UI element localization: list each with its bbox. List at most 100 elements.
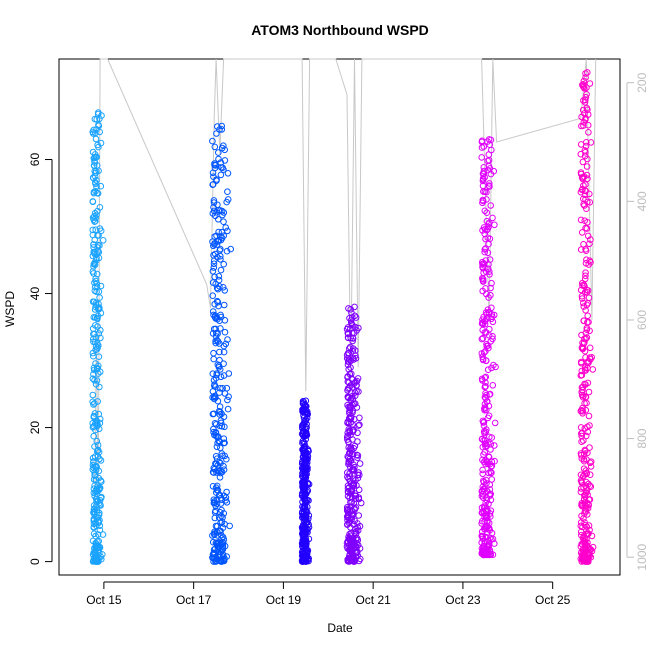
series-6-points [577,69,597,565]
data-point [216,491,224,499]
data-point [485,136,493,143]
data-point [346,473,354,480]
data-point [581,147,589,154]
data-point [209,267,217,275]
data-point [346,445,354,453]
data-point [486,510,494,517]
data-point [90,458,97,465]
data-point [356,414,363,422]
data-point [580,317,588,325]
data-point [215,149,222,156]
data-point [584,423,591,431]
data-point [94,446,102,454]
data-point [347,499,354,506]
data-point [586,526,593,534]
data-point [89,128,96,136]
data-point [586,471,594,479]
data-point [484,523,491,531]
data-point [217,419,225,427]
x-tick-label: Oct 15 [86,593,122,607]
scatter-points [89,69,597,565]
data-point [97,326,104,334]
data-point [301,440,308,448]
data-point [90,401,97,408]
data-point [215,216,222,223]
data-point [348,393,356,400]
y-tick-label: 60 [28,153,42,167]
data-point [219,385,226,392]
data-point [490,361,497,369]
data-point [220,218,227,225]
data-point [584,358,591,366]
data-point [577,549,585,557]
data-point [487,550,494,558]
data-point [224,405,232,413]
data-point [223,247,231,255]
data-point [96,225,104,232]
data-point [344,401,351,409]
data-point [350,467,358,474]
x-axis: Oct 15 Oct 17 Oct 19 Oct 21 Oct 23 Oct 25 [86,581,571,607]
data-point [345,460,352,468]
data-point [343,507,351,514]
data-point [218,547,225,554]
data-point [479,258,486,266]
data-point [95,300,102,308]
data-point [217,469,224,477]
data-point [486,271,493,278]
data-point [92,214,99,222]
data-point [343,325,351,333]
data-point [92,180,99,187]
data-point [352,495,360,502]
data-point [298,540,306,547]
data-point [209,370,217,378]
data-point [479,483,487,491]
data-point [89,268,97,275]
data-point [485,220,492,228]
x-tick-label: Oct 17 [176,593,212,607]
data-point [94,398,101,405]
data-point [224,188,231,195]
data-point [582,195,589,203]
data-point [210,260,218,268]
data-point [217,266,225,274]
data-point [481,436,489,444]
data-point [98,493,105,501]
data-point [90,515,98,523]
data-point [482,390,489,397]
data-point [210,428,217,436]
data-point [94,189,101,197]
data-point [344,473,351,481]
data-point [218,126,226,133]
data-point [95,467,103,475]
data-point [345,365,353,373]
data-point [582,187,590,195]
data-point [349,354,357,362]
data-point [210,199,218,206]
data-point [578,292,586,300]
data-point [91,236,98,244]
data-point [219,546,227,553]
data-point [579,523,586,531]
data-point [488,462,496,470]
data-point [92,187,99,195]
data-point [220,260,227,268]
y-tick-label: 40 [28,287,42,301]
data-point [351,505,358,512]
data-point [579,185,586,193]
y-tick-label: 0 [28,558,42,565]
data-point [94,531,102,538]
data-point [479,275,487,283]
data-point [583,334,591,341]
data-point [90,423,97,430]
data-point [225,393,232,401]
data-point [580,97,587,104]
data-point [346,314,353,322]
data-point [480,260,488,267]
data-point [96,242,103,249]
data-point [220,372,228,379]
x-tick-label: Oct 23 [445,593,481,607]
data-point [352,314,360,321]
data-point [344,358,352,366]
data-point [96,522,104,530]
